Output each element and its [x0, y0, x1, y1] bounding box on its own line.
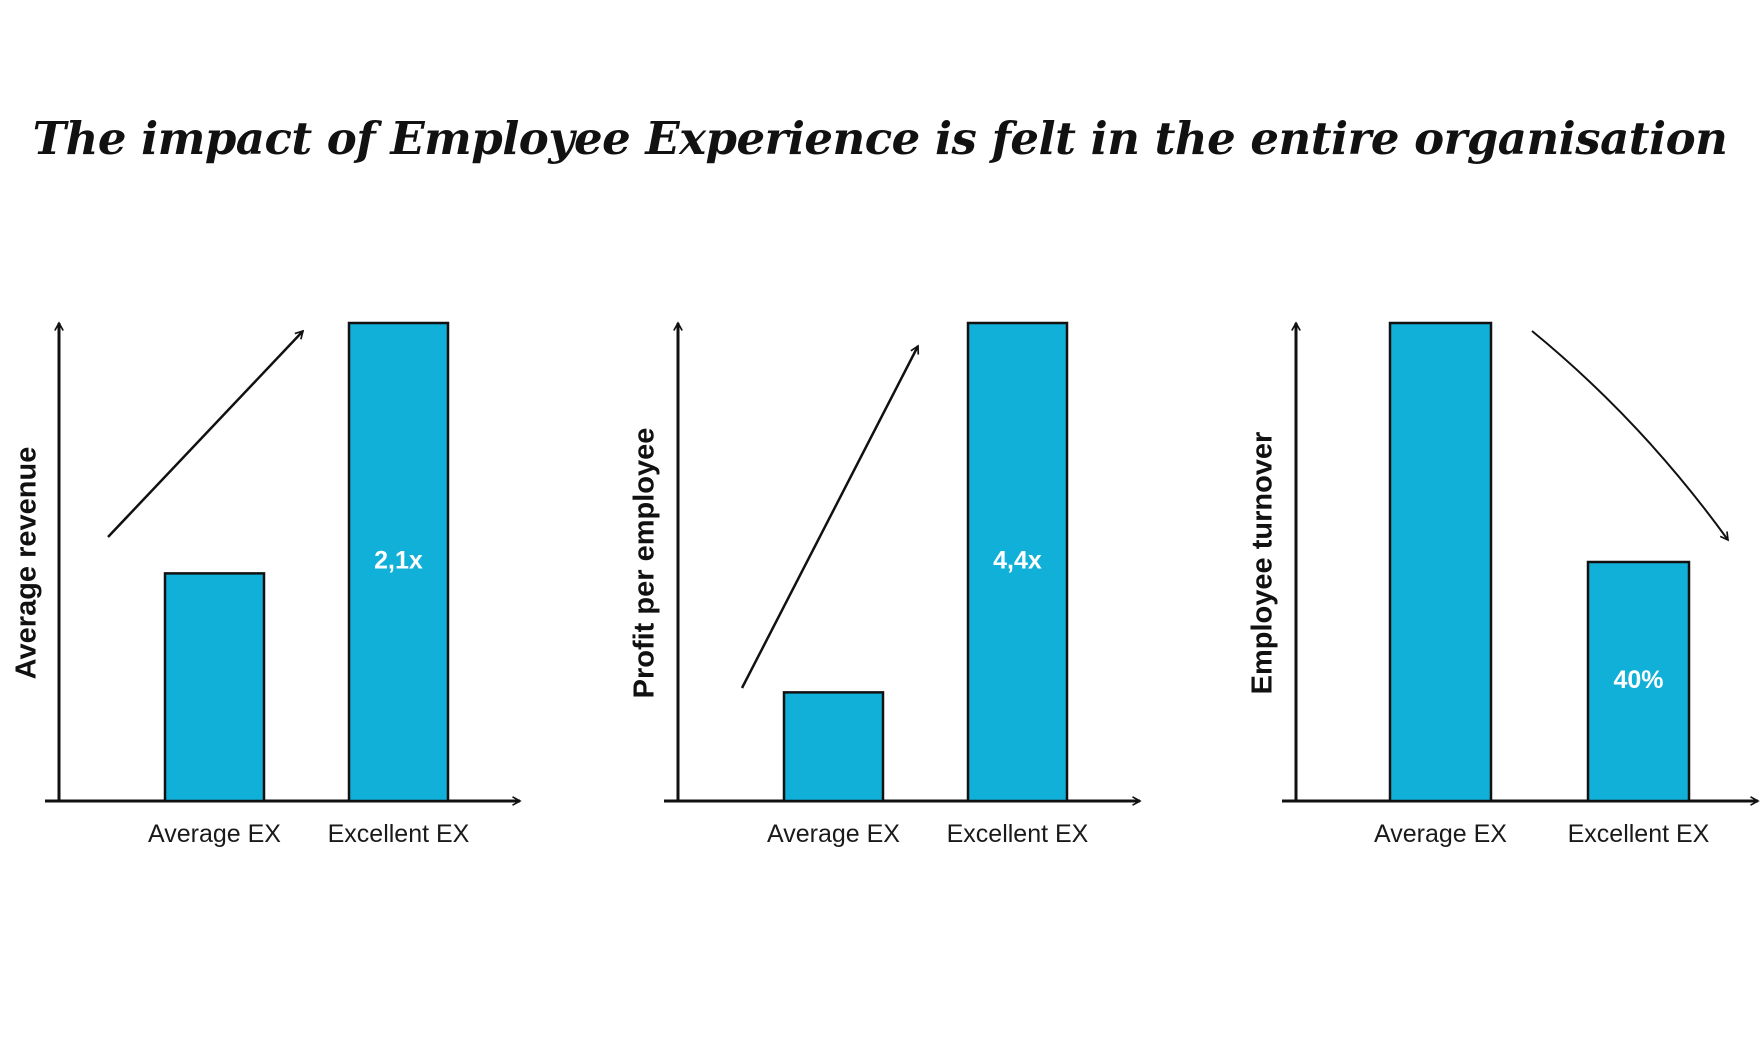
- category-label: Average EX: [1374, 820, 1507, 848]
- data-label: 40%: [1613, 666, 1663, 694]
- bar-average-ex: [782, 691, 885, 803]
- category-label: Excellent EX: [328, 820, 470, 848]
- y-axis-label: Employee turnover: [1247, 432, 1279, 695]
- page-title: The impact of Employee Experience is fel…: [32, 112, 1728, 165]
- bar-excellent-ex: [966, 321, 1069, 803]
- y-axis-label: Profit per employee: [629, 428, 661, 699]
- category-label: Average EX: [767, 820, 900, 848]
- chart-1: Average revenue Average EX Excellent EX 2,1…: [11, 323, 520, 848]
- trend-arrow-up: [740, 346, 920, 689]
- category-label: Average EX: [148, 820, 281, 848]
- chart-3: Employee turnover Average EX Excellent EX 4…: [1247, 323, 1758, 848]
- y-axis-label: Average revenue: [11, 447, 43, 680]
- trend-arrow-down: [1531, 330, 1728, 540]
- trend-arrow-up: [107, 331, 303, 538]
- chart-2: Profit per employee Average EX Excellent E…: [629, 323, 1140, 848]
- bar-average-ex: [163, 572, 266, 803]
- bar-excellent-ex: [347, 321, 450, 803]
- data-label: 2,1x: [374, 547, 423, 575]
- category-label: Excellent EX: [1568, 820, 1710, 848]
- data-label: 4,4x: [993, 547, 1042, 575]
- category-label: Excellent EX: [947, 820, 1089, 848]
- bar-average-ex: [1388, 321, 1493, 803]
- bar-excellent-ex: [1586, 560, 1691, 803]
